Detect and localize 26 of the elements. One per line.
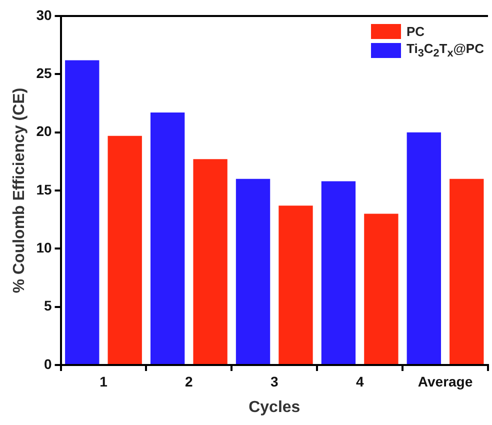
bar xyxy=(150,112,185,364)
y-tick-label: 0 xyxy=(44,356,52,372)
y-tick-label: 5 xyxy=(44,298,52,314)
y-tick-label: 15 xyxy=(36,181,52,198)
bar xyxy=(364,214,398,364)
bar xyxy=(65,60,100,364)
x-tick-label: 1 xyxy=(100,373,108,390)
x-tick-label: Average xyxy=(418,373,473,390)
bar xyxy=(108,136,142,364)
bar xyxy=(450,178,484,364)
x-axis-title: Cycles xyxy=(248,398,300,416)
bar xyxy=(193,159,228,364)
x-tick-label: 2 xyxy=(185,373,194,390)
bar xyxy=(278,206,313,364)
x-tick-label: 3 xyxy=(270,373,278,390)
y-tick-label: 25 xyxy=(36,65,52,82)
y-tick-label: 30 xyxy=(36,6,52,23)
legend-label: PC xyxy=(406,24,425,39)
bar xyxy=(236,178,270,364)
x-tick-label: 4 xyxy=(356,373,364,390)
bar xyxy=(406,132,442,364)
y-axis-title: % Coulomb Efficiency (CE) xyxy=(11,88,28,294)
bar xyxy=(321,181,356,364)
legend-label: Ti$_{3}$C$_{2}$T$_{x}$@PC xyxy=(406,41,484,60)
y-tick-label: 10 xyxy=(36,240,52,256)
y-tick-label: 20 xyxy=(36,123,52,140)
